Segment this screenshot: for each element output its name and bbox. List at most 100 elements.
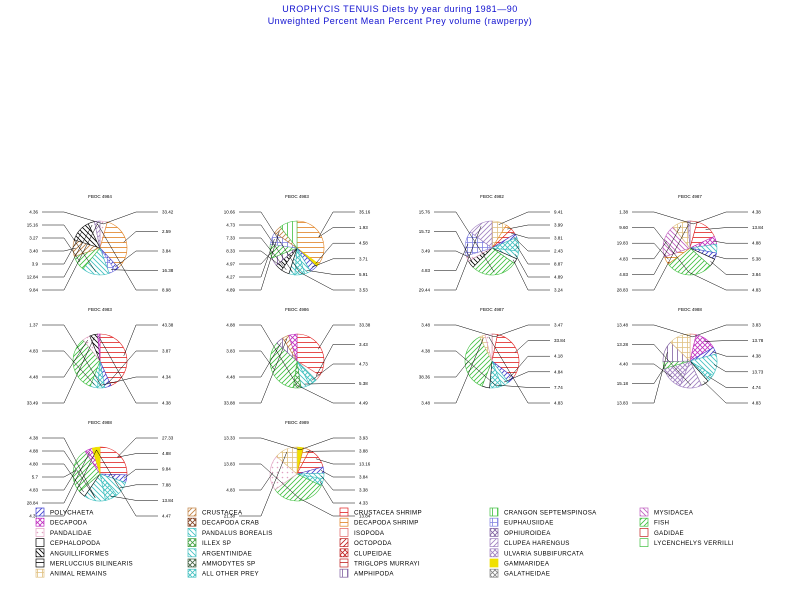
legend-entry-clupea-harengus: CLUPEA HARENGUS <box>489 538 569 547</box>
pie-chart-7: FBOC 4987 3.48 4.38 38.36 3.48 3.47 33.84 4.18 4… <box>419 307 566 406</box>
slice-value-label: 13.83 <box>224 462 236 467</box>
slice-value-label: 2.59 <box>162 229 171 234</box>
slice-value-label: 33.38 <box>359 323 371 328</box>
leader-line <box>632 225 682 275</box>
slice-value-label: 4.18 <box>554 354 563 359</box>
slice-value-label: 5.38 <box>359 381 368 386</box>
leader-line <box>304 383 355 385</box>
legend-swatch <box>489 507 499 517</box>
leader-line <box>42 224 93 278</box>
leader-line <box>434 226 482 291</box>
legend-swatch <box>187 568 197 578</box>
slice-value-label: 5.91 <box>359 272 368 277</box>
legend-label: DECAPODA SHRIMP <box>354 520 419 527</box>
slice-value-label: 4.83 <box>619 272 628 277</box>
slice-value-label: 3.83 <box>752 323 761 328</box>
leader-line <box>42 350 95 385</box>
leader-line <box>117 437 158 458</box>
pie-title: FBOC 4986 <box>285 307 309 312</box>
pie-chart-8: FBOC 4988 13.48 13.28 4.40 15.18 13.83 3.83 13.… <box>617 307 764 406</box>
leader-line <box>692 324 748 338</box>
leader-line <box>509 355 550 379</box>
leader-line <box>693 211 748 225</box>
pie-slice-clupea-harengus <box>94 220 101 249</box>
leader-line <box>688 272 748 291</box>
leader-line <box>632 241 667 260</box>
legend-entry-triglops-murrayi: TRIGLOPS MURRAYI <box>339 558 420 568</box>
leader-line <box>299 271 355 291</box>
legend-entry-pandalus-borealis: PANDALUS BOREALIS <box>187 528 273 537</box>
legend-label: DECAPODA CRAB <box>202 520 259 527</box>
legend-swatch <box>187 548 197 558</box>
legend-entry-cephalopoda: CEPHALOPODA <box>35 538 101 547</box>
legend-swatch <box>339 558 349 568</box>
pie-chart-1: FBOC 4984 4.36 15.16 3.27 3.40 3.9 12.84 9.84 33… <box>27 194 174 293</box>
leader-line <box>515 244 550 265</box>
pie-chart-3: FBOC 4982 15.76 15.72 3.49 4.83 29.44 9.41 3.99… <box>419 194 564 293</box>
legend-entry-clupeidae: CLUPEIDAE <box>339 548 391 557</box>
leader-line <box>117 453 158 458</box>
leader-line <box>239 350 275 370</box>
pie-slice-fish <box>274 473 322 502</box>
slice-value-label: 4.88 <box>162 451 171 456</box>
slice-value-label: 9.84 <box>29 288 38 293</box>
slice-value-label: 3.93 <box>359 436 368 441</box>
leader-line <box>100 376 158 386</box>
pie-title: FBOC 4982 <box>480 194 504 199</box>
legend-label: ANGUILLIFORMES <box>50 550 109 557</box>
title-block: UROPHYCIS TENUIS Diets by year during 19… <box>0 3 800 27</box>
slice-value-label: 4.89 <box>226 288 235 293</box>
legend-swatch <box>639 507 649 517</box>
legend-entry-isopoda: ISOPODA <box>339 528 385 537</box>
pie-title: FBOC 4983 <box>285 194 309 199</box>
slice-value-label: 3.49 <box>421 249 430 254</box>
legend-swatch <box>187 538 197 547</box>
slice-value-label: 3.87 <box>162 349 171 354</box>
slice-value-label: 4.83 <box>752 401 761 406</box>
slice-value-label: 3.40 <box>29 249 38 254</box>
leader-line <box>42 223 98 291</box>
legend-swatch <box>187 528 197 537</box>
leader-line <box>239 250 281 267</box>
pie-title: FBOC 4989 <box>285 420 309 425</box>
slice-value-label: 4.38 <box>421 349 430 354</box>
slice-value-label: 4.47 <box>162 514 171 519</box>
leader-line <box>123 468 158 479</box>
leader-line <box>311 363 355 381</box>
slice-value-label: 33.88 <box>224 401 236 406</box>
slice-value-label: 4.97 <box>226 262 235 267</box>
pie-title: FBOC 4984 <box>88 194 112 199</box>
slice-value-label: 5.7 <box>32 475 39 480</box>
legend-label: GADIDAE <box>654 530 684 537</box>
slice-value-label: 3.84 <box>752 272 761 277</box>
leader-line <box>239 437 301 451</box>
legend-label: MYSIDACEA <box>654 510 694 517</box>
slice-value-label: 4.38 <box>752 354 761 359</box>
legend-label: GALATHEIDAE <box>504 571 550 578</box>
leader-line <box>434 361 468 378</box>
leader-line <box>713 240 748 244</box>
leader-line <box>498 211 550 225</box>
legend-entry-euphausiidae: EUPHAUSIIDAE <box>489 517 554 527</box>
leader-line <box>239 237 287 270</box>
legend-label: CRANGON SEPTEMSPINOSA <box>504 510 597 517</box>
legend-label: CRUSTACEA SHRIMP <box>354 510 422 517</box>
slice-value-label: 7.88 <box>162 482 171 487</box>
slice-value-label: 43.38 <box>162 323 174 328</box>
leader-line <box>42 470 77 478</box>
leader-line <box>318 324 355 350</box>
slice-value-label: 3.48 <box>421 323 430 328</box>
legend-swatch <box>489 517 499 527</box>
legend-entry-ulvaria-subbifurcata: ULVARIA SUBBIFURCATA <box>489 548 584 557</box>
leader-line <box>315 458 355 465</box>
slice-value-label: 13.78 <box>752 338 764 343</box>
slice-value-label: 12.84 <box>27 275 39 280</box>
legend-label: EUPHAUSIIDAE <box>504 520 554 527</box>
leader-line <box>239 211 300 273</box>
leader-line <box>704 340 748 342</box>
slice-value-label: 38.36 <box>419 375 431 380</box>
pie-chart-2: FBOC 4983 10.66 4.73 7.33 8.33 4.97 4.27 4.89 35… <box>224 194 371 293</box>
legend-label: PANDALUS BOREALIS <box>202 530 273 537</box>
leader-line <box>708 376 748 388</box>
